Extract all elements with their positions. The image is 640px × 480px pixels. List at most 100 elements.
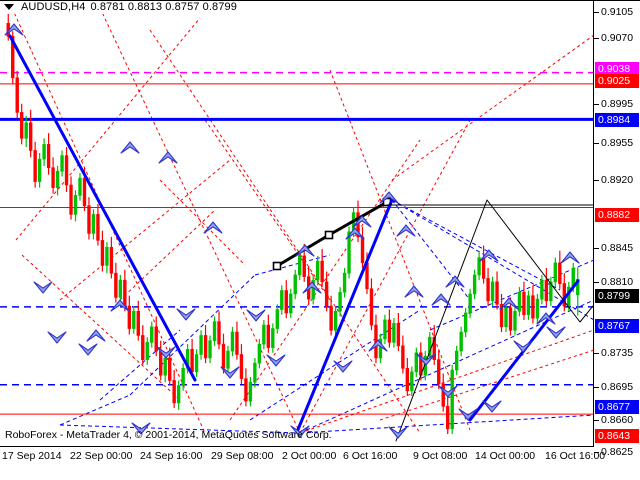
fractal-up-icon — [499, 297, 519, 310]
time-tick-label: 24 Sep 16:00 — [140, 450, 203, 462]
candle-body — [338, 291, 342, 312]
candle-body — [369, 288, 374, 326]
candle-body — [248, 381, 253, 402]
guide-line — [14, 14, 206, 434]
price-tick-label: 0.8995 — [601, 98, 634, 110]
level-tag-0-8643[interactable]: 0.8643 — [595, 429, 639, 443]
candle-body — [91, 214, 96, 234]
candle-body — [266, 324, 271, 348]
trendline-handle[interactable] — [272, 261, 282, 271]
price-tick — [594, 353, 599, 354]
level-tag-0-8677[interactable]: 0.8677 — [595, 400, 639, 414]
candle-body — [549, 281, 553, 302]
candle-body — [28, 122, 33, 151]
guide-line — [119, 209, 216, 301]
candle-body — [73, 195, 78, 215]
guide-line — [391, 34, 594, 181]
guide-line — [249, 309, 421, 421]
candle-body — [42, 144, 46, 160]
trendline-handle[interactable] — [324, 230, 334, 240]
candle-body — [504, 307, 508, 328]
price-tick — [594, 282, 599, 283]
candle-body — [136, 310, 140, 336]
fractal-up-icon — [120, 141, 140, 154]
candle-body — [392, 323, 396, 343]
fractal-up-icon — [445, 275, 465, 288]
price-tick — [594, 38, 599, 39]
level-tag-0-9025[interactable]: 0.9025 — [595, 74, 639, 88]
candle-body — [69, 184, 73, 215]
candle-body — [387, 319, 392, 343]
price-tick-label: 0.9070 — [601, 32, 634, 44]
candle-body — [329, 305, 333, 331]
candle-body — [280, 290, 284, 310]
guide-line — [429, 259, 594, 331]
candle-body — [553, 262, 558, 283]
candle-body — [396, 323, 401, 347]
fractal-up-icon — [203, 221, 223, 234]
guide-line — [59, 424, 301, 434]
candle-body — [432, 336, 436, 360]
candle-body — [64, 155, 69, 186]
level-tag-0-8882[interactable]: 0.8882 — [595, 208, 639, 222]
candle-body — [302, 255, 306, 277]
guide-line — [159, 179, 246, 266]
candle-body — [531, 295, 535, 319]
candle-body — [235, 331, 239, 355]
fractal-down-icon — [482, 400, 502, 413]
candle-body — [463, 312, 468, 333]
level-tag-0-9038[interactable]: 0.9038 — [595, 62, 639, 76]
fractal-down-icon — [176, 308, 196, 321]
candle-body — [446, 406, 450, 430]
chart-border-bottom — [0, 446, 594, 447]
black-forecast-zigzag[interactable] — [395, 199, 594, 442]
level-tag-0-8767[interactable]: 0.8767 — [595, 319, 639, 333]
candle-body — [333, 310, 338, 331]
candle-body — [526, 295, 531, 316]
candle-body — [558, 262, 562, 284]
current-price-tag[interactable]: 0.8799 — [595, 289, 639, 303]
candle-body — [454, 350, 459, 371]
fractal-down-icon — [266, 354, 286, 367]
candle-body — [208, 340, 212, 359]
time-axis[interactable]: 17 Sep 2014 22 Sep 00:00 24 Sep 16:00 29 Se… — [0, 448, 640, 464]
guide-line — [15, 17, 201, 241]
fractal-down-icon — [388, 426, 408, 439]
candle-body — [347, 231, 351, 274]
guide-line — [229, 139, 421, 421]
candle-body — [284, 290, 288, 314]
candle-body — [244, 378, 248, 402]
price-tick — [594, 180, 599, 181]
triangle-down-icon[interactable] — [4, 4, 14, 10]
candle-body — [199, 335, 203, 355]
ohlc-values: 0.8781 0.8813 0.8757 0.8799 — [90, 1, 237, 13]
candle-body — [60, 155, 64, 172]
candle-body — [271, 328, 275, 348]
level-tag-0-8984[interactable]: 0.8984 — [595, 113, 639, 127]
candle-body — [33, 150, 37, 182]
guide-line — [59, 394, 131, 426]
candle-body — [517, 291, 522, 312]
fractal-down-icon — [220, 366, 240, 379]
fractal-up-icon — [536, 312, 556, 325]
price-tick — [594, 12, 599, 13]
candle-body — [320, 260, 324, 283]
guide-line — [59, 159, 231, 301]
fractal-up-icon — [86, 329, 106, 342]
price-tick — [594, 452, 599, 453]
candle-body — [190, 348, 194, 373]
blue-uptrend-line[interactable] — [295, 198, 394, 434]
fractal-up-icon — [396, 224, 416, 237]
candle-body — [405, 368, 410, 392]
blue-downtrend-line[interactable] — [8, 34, 197, 382]
candle-body — [311, 279, 315, 300]
candle-body — [150, 326, 154, 343]
guide-line — [391, 199, 471, 301]
price-tick-label: 0.8735 — [601, 347, 634, 359]
fractal-up-icon — [158, 151, 178, 164]
chart-plot-area[interactable] — [0, 14, 594, 447]
candle-body — [172, 380, 176, 404]
candle-body — [51, 167, 55, 188]
price-axis[interactable]: 0.9105 0.9070 0.8995 0.8955 0.8920 0.8845 0.88… — [594, 0, 640, 457]
guide-line — [299, 119, 471, 434]
